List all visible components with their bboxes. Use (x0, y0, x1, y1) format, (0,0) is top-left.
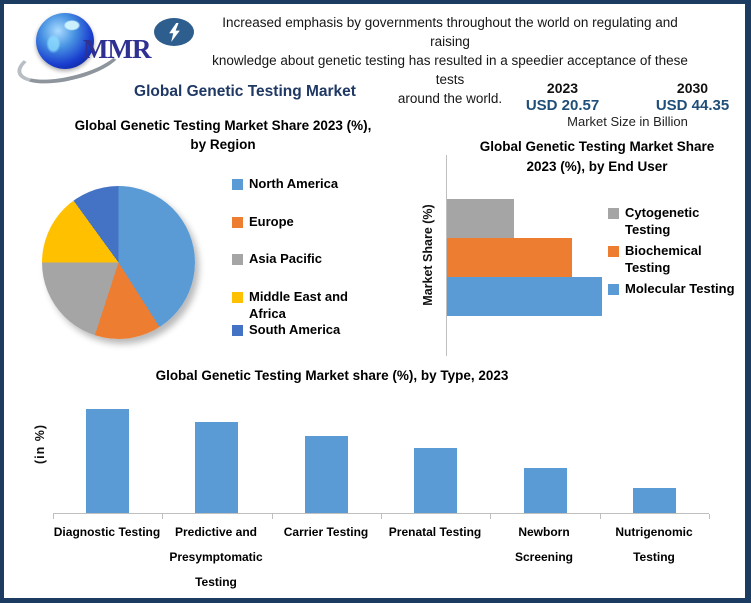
enduser-chart-title: Global Genetic Testing Market Share 2023… (479, 139, 715, 174)
enduser-bar (447, 238, 572, 277)
headline-text: Increased emphasis by governments throug… (212, 15, 688, 106)
lightning-icon (154, 18, 194, 46)
enduser-bar (447, 199, 514, 238)
type-bar (524, 468, 567, 513)
axis-tick (162, 514, 163, 519)
enduser-legend-item: Biochemical Testing (608, 243, 743, 276)
axis-tick (600, 514, 601, 519)
legend-label: Asia Pacific (249, 251, 322, 266)
type-bar (195, 422, 238, 513)
legend-label: Cytogenetic Testing (625, 205, 700, 237)
legend-swatch (608, 246, 619, 257)
axis-tick (490, 514, 491, 519)
logo-text: MMR (83, 34, 151, 64)
value-2030: USD 44.35 (655, 97, 730, 114)
type-bar (86, 409, 129, 513)
legend-swatch (608, 284, 619, 295)
lightning-bolt-glyph (168, 22, 180, 42)
type-category-label: Prenatal Testing (388, 525, 482, 539)
globe-icon (36, 13, 94, 69)
page-title: Global Genetic Testing Market (134, 83, 356, 100)
legend-label: Molecular Testing (625, 281, 735, 296)
type-category-label: Newborn Screening (514, 525, 574, 564)
year-2023-label: 2023 (546, 80, 579, 96)
region-legend-item: Europe (232, 214, 371, 231)
region-chart-title: Global Genetic Testing Market Share 2023… (74, 118, 372, 152)
market-size-2030: 2030 USD 44.35 (635, 80, 750, 114)
axis-tick (381, 514, 382, 519)
type-bar (305, 436, 348, 513)
type-category-label: Carrier Testing (283, 525, 369, 539)
enduser-y-axis-label: Market Share (%) (421, 204, 435, 306)
legend-swatch (232, 254, 243, 265)
legend-swatch (608, 208, 619, 219)
year-2030-label: 2030 (676, 80, 709, 96)
enduser-legend-item: Cytogenetic Testing (608, 205, 743, 238)
region-pie-chart (42, 186, 195, 339)
axis-tick (709, 514, 710, 519)
enduser-axis-line (446, 155, 447, 356)
legend-label: North America (249, 176, 339, 191)
region-legend-item: South America (232, 322, 371, 339)
type-axis-line (53, 513, 709, 514)
region-legend-item: North America (232, 176, 371, 193)
axis-tick (53, 514, 54, 519)
type-category-label: Diagnostic Testing (53, 525, 161, 539)
type-y-axis-label: (in %) (33, 423, 47, 465)
type-category-label: Predictive and Presymptomatic Testing (169, 525, 263, 589)
axis-tick (272, 514, 273, 519)
market-size-2023: 2023 USD 20.57 (505, 80, 620, 114)
enduser-legend-item: Molecular Testing (608, 281, 743, 298)
type-bar (633, 488, 676, 513)
legend-label: Europe (249, 214, 294, 229)
type-category-label: Nutrigenomic Testing (615, 525, 693, 564)
legend-label: South America (249, 322, 341, 337)
legend-swatch (232, 217, 243, 228)
enduser-bar (447, 277, 602, 316)
legend-swatch (232, 179, 243, 190)
market-size-caption: Market Size in Billion (567, 114, 688, 129)
legend-label: Middle East and Africa (249, 289, 348, 321)
region-legend-item: Asia Pacific (232, 251, 371, 268)
value-2023: USD 20.57 (525, 97, 600, 114)
legend-swatch (232, 325, 243, 336)
region-legend-item: Middle East and Africa (232, 289, 371, 322)
type-chart-title: Global Genetic Testing Market share (%),… (155, 368, 509, 383)
legend-label: Biochemical Testing (625, 243, 702, 275)
type-bar (414, 448, 457, 513)
legend-swatch (232, 292, 243, 303)
